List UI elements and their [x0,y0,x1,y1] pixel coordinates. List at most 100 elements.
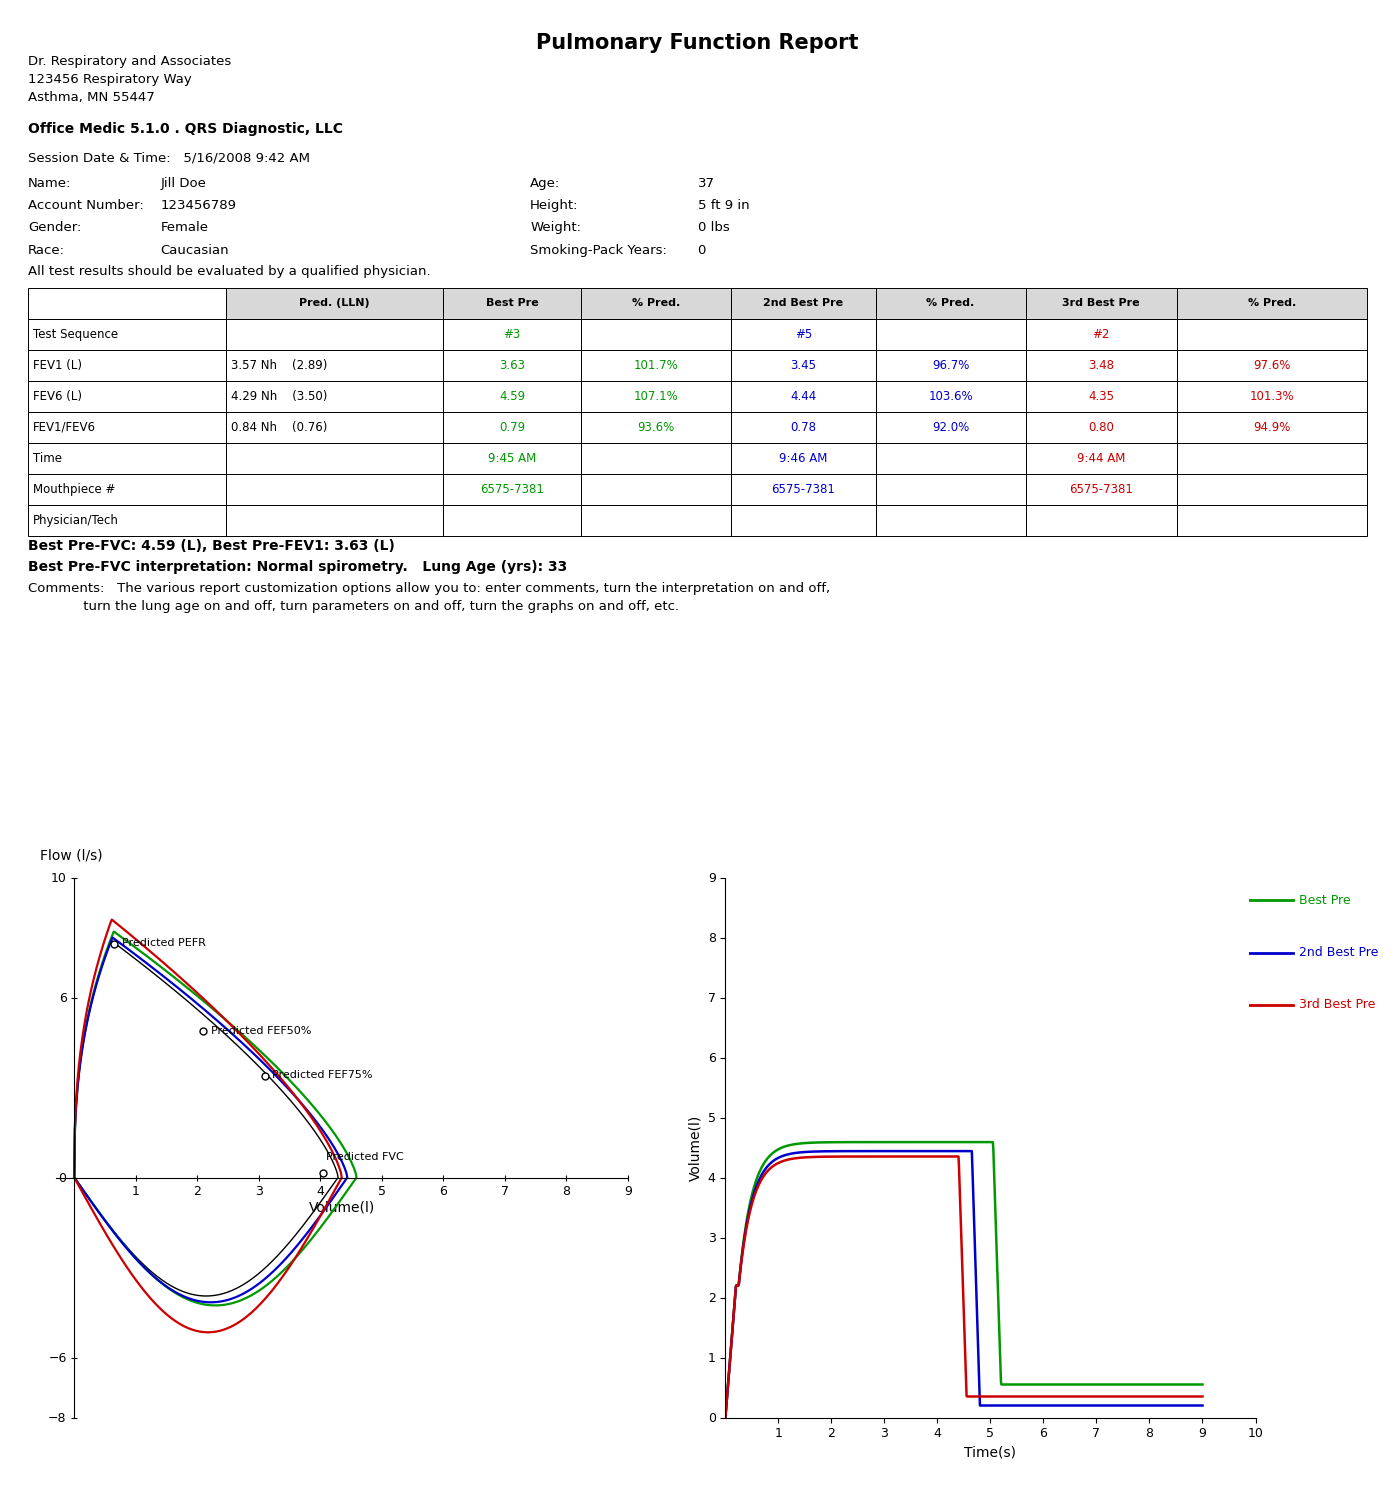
Bar [731,504,876,536]
Bar [28,288,226,320]
Bar [444,288,580,320]
Text: Weight:: Weight: [530,222,582,234]
Bar [731,413,876,442]
Text: 0: 0 [698,243,706,256]
Text: #5: #5 [795,328,812,340]
Text: Flow (l/s): Flow (l/s) [40,849,103,862]
Bar [226,381,444,412]
Text: Session Date & Time:   5/16/2008 9:42 AM: Session Date & Time: 5/16/2008 9:42 AM [28,152,310,165]
X-axis label: Volume(l): Volume(l) [308,1202,375,1215]
Text: Mouthpiece #: Mouthpiece # [33,483,116,495]
Text: 4.29 Nh    (3.50): 4.29 Nh (3.50) [232,390,328,404]
Text: 2nd Best Pre: 2nd Best Pre [1299,946,1378,958]
Text: Age:: Age: [530,177,561,190]
Bar [1025,474,1177,504]
Text: Test Sequence: Test Sequence [33,328,119,340]
Bar [1177,442,1367,474]
Bar [1177,381,1367,412]
Bar [731,350,876,381]
Text: Time: Time [33,452,63,465]
Bar [580,413,731,442]
Text: Comments:   The various report customization options allow you to: enter comment: Comments: The various report customizati… [28,582,830,596]
Text: 2nd Best Pre: 2nd Best Pre [763,298,844,309]
Bar [444,504,580,536]
Text: 37: 37 [698,177,714,190]
Text: 3.57 Nh    (2.89): 3.57 Nh (2.89) [232,358,328,372]
Bar [580,474,731,504]
Text: 103.6%: 103.6% [928,390,972,404]
Bar [1177,413,1367,442]
Bar [876,474,1025,504]
Bar [1025,504,1177,536]
Bar [444,474,580,504]
Bar [28,350,226,381]
Bar [1177,474,1367,504]
Bar [580,320,731,350]
Text: 94.9%: 94.9% [1253,420,1290,434]
Text: Smoking-Pack Years:: Smoking-Pack Years: [530,243,667,256]
Bar [876,320,1025,350]
Bar [226,320,444,350]
Text: Pred. (LLN): Pred. (LLN) [300,298,370,309]
Bar [1025,350,1177,381]
Bar [28,504,226,536]
Text: 101.3%: 101.3% [1250,390,1295,404]
Text: 0.78: 0.78 [791,420,816,434]
Text: 107.1%: 107.1% [633,390,678,404]
Bar [1025,442,1177,474]
Bar [28,442,226,474]
Bar [226,442,444,474]
Text: 5 ft 9 in: 5 ft 9 in [698,200,749,211]
Bar [580,442,731,474]
Text: Best Pre: Best Pre [1299,894,1350,906]
Bar [28,474,226,504]
Bar [580,504,731,536]
Text: 0.79: 0.79 [499,420,525,434]
Text: 96.7%: 96.7% [932,358,970,372]
Text: 4.44: 4.44 [790,390,816,404]
Text: Race:: Race: [28,243,66,256]
Text: 0 lbs: 0 lbs [698,222,730,234]
Y-axis label: Volume(l): Volume(l) [688,1114,702,1180]
Text: 97.6%: 97.6% [1253,358,1290,372]
Bar [1177,320,1367,350]
Bar [731,288,876,320]
Text: 92.0%: 92.0% [932,420,970,434]
Text: Caucasian: Caucasian [160,243,229,256]
Text: turn the lung age on and off, turn parameters on and off, turn the graphs on and: turn the lung age on and off, turn param… [28,600,679,613]
X-axis label: Time(s): Time(s) [964,1446,1017,1460]
Bar [876,350,1025,381]
Bar [1025,320,1177,350]
Text: 93.6%: 93.6% [638,420,675,434]
Bar [226,474,444,504]
Bar [876,288,1025,320]
Text: Account Number:: Account Number: [28,200,144,211]
Text: % Pred.: % Pred. [1249,298,1296,309]
Bar [226,288,444,320]
Text: Female: Female [160,222,208,234]
Text: #2: #2 [1092,328,1110,340]
Text: All test results should be evaluated by a qualified physician.: All test results should be evaluated by … [28,266,431,279]
Bar [731,381,876,412]
Text: FEV6 (L): FEV6 (L) [33,390,82,404]
Text: Best Pre-FVC: 4.59 (L), Best Pre-FEV1: 3.63 (L): Best Pre-FVC: 4.59 (L), Best Pre-FEV1: 3… [28,538,395,552]
Text: 3.63: 3.63 [499,358,525,372]
Text: FEV1 (L): FEV1 (L) [33,358,82,372]
Bar [731,320,876,350]
Text: 3rd Best Pre: 3rd Best Pre [1063,298,1140,309]
Bar [1177,288,1367,320]
Text: 6575-7381: 6575-7381 [771,483,836,495]
Text: Dr. Respiratory and Associates: Dr. Respiratory and Associates [28,56,232,69]
Text: Predicted FVC: Predicted FVC [326,1152,405,1162]
Text: 9:45 AM: 9:45 AM [488,452,536,465]
Text: 0.80: 0.80 [1088,420,1115,434]
Bar [731,442,876,474]
Bar [1025,288,1177,320]
Bar [28,381,226,412]
Text: 6575-7381: 6575-7381 [480,483,544,495]
Text: 4.59: 4.59 [499,390,525,404]
Text: Asthma, MN 55447: Asthma, MN 55447 [28,92,155,105]
Text: Office Medic 5.1.0 . QRS Diagnostic, LLC: Office Medic 5.1.0 . QRS Diagnostic, LLC [28,122,343,135]
Bar [1177,504,1367,536]
Text: Height:: Height: [530,200,579,211]
